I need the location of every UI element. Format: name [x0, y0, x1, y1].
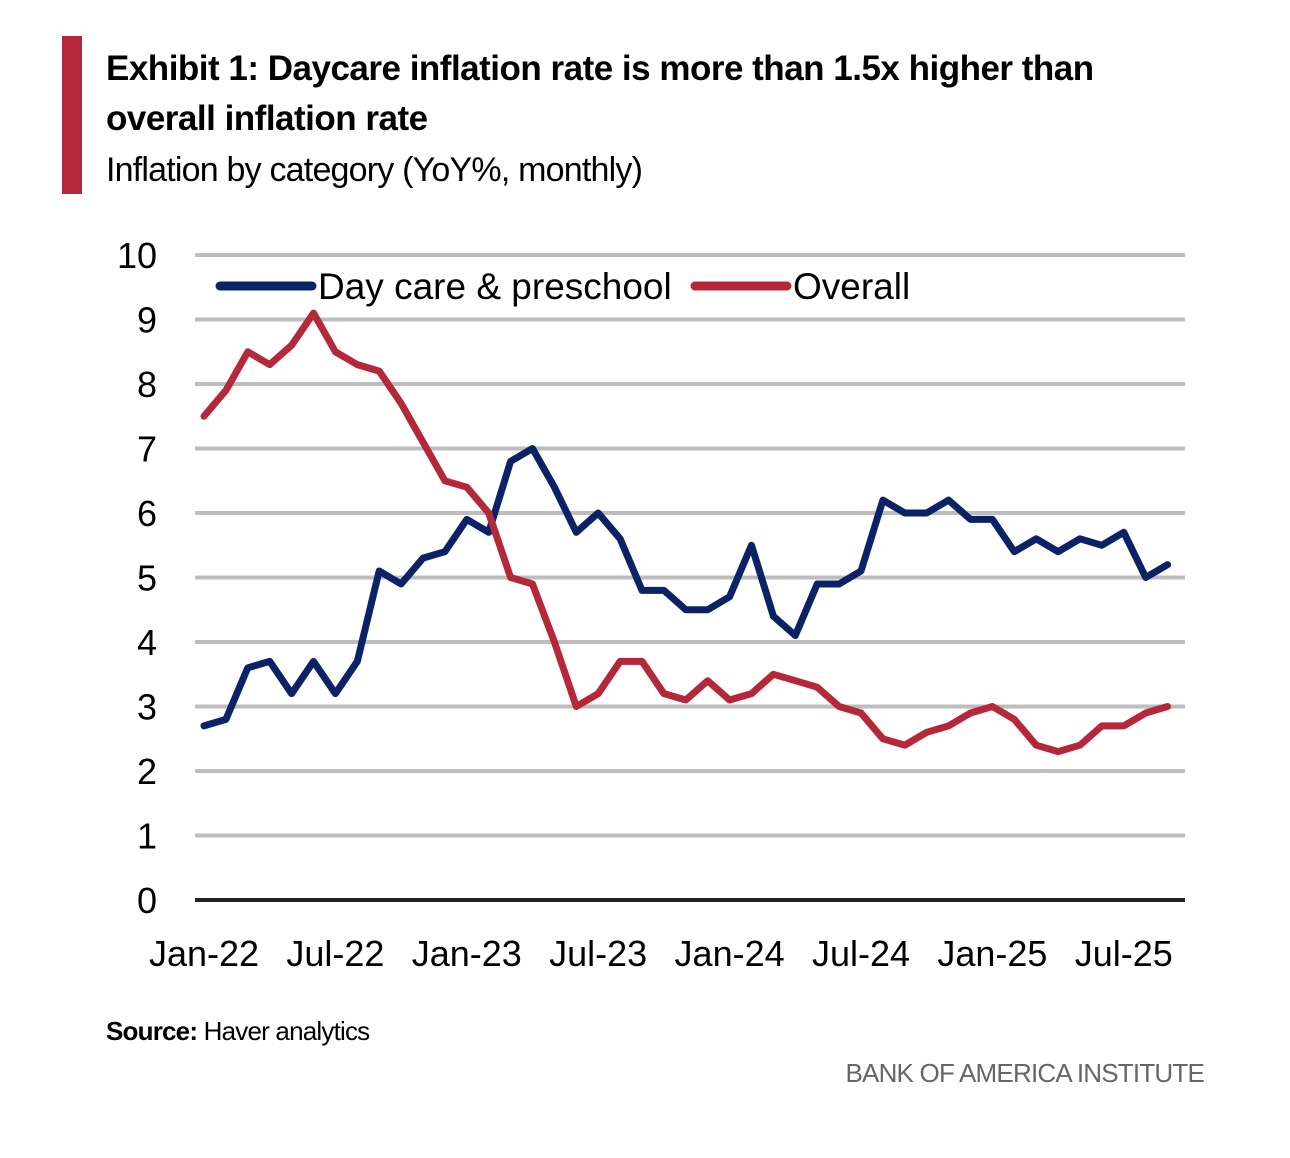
brand-label: BANK OF AMERICA INSTITUTE — [845, 1058, 1205, 1088]
series-lines — [200, 309, 1172, 756]
overall-series-line — [200, 309, 1172, 756]
x-tick-label: Jan-25 — [937, 933, 1047, 974]
y-tick-label: 4 — [137, 622, 157, 663]
x-tick-label: Jul-23 — [549, 933, 647, 974]
source-text: Haver analytics — [203, 1016, 371, 1046]
y-axis-ticks: 0 1 2 3 4 5 6 7 8 9 10 — [117, 235, 157, 921]
source-note: Source: Haver analytics — [106, 1016, 371, 1047]
y-tick-label: 2 — [137, 751, 157, 792]
y-tick-label: 10 — [117, 235, 157, 276]
y-tick-label: 7 — [137, 429, 157, 470]
y-tick-label: 1 — [137, 816, 157, 857]
source-label: Source: — [106, 1016, 198, 1046]
accent-bar — [62, 36, 82, 194]
y-tick-label: 8 — [137, 364, 157, 405]
y-tick-label: 9 — [137, 300, 157, 341]
x-tick-label: Jan-23 — [412, 933, 522, 974]
legend-label: Overall — [793, 266, 910, 307]
x-tick-label: Jan-24 — [675, 933, 785, 974]
x-tick-label: Jul-25 — [1075, 933, 1173, 974]
x-tick-label: Jul-22 — [286, 933, 384, 974]
daycare-series-line — [200, 445, 1172, 730]
y-tick-label: 0 — [137, 880, 157, 921]
x-tick-label: Jul-24 — [812, 933, 910, 974]
y-tick-label: 5 — [137, 558, 157, 599]
legend: Day care & preschool Overall — [215, 266, 910, 307]
chart-title: Exhibit 1: Daycare inflation rate is mor… — [106, 49, 1094, 138]
x-tick-label: Jan-22 — [149, 933, 259, 974]
y-tick-label: 6 — [137, 493, 157, 534]
x-axis-ticks: Jan-22 Jul-22 Jan-23 Jul-23 Jan-24 Jul-24 Jan-… — [149, 933, 1173, 974]
legend-label: Day care & preschool — [318, 266, 672, 307]
y-tick-label: 3 — [137, 687, 157, 728]
chart-subtitle: Inflation by category (YoY%, monthly) — [106, 151, 643, 189]
